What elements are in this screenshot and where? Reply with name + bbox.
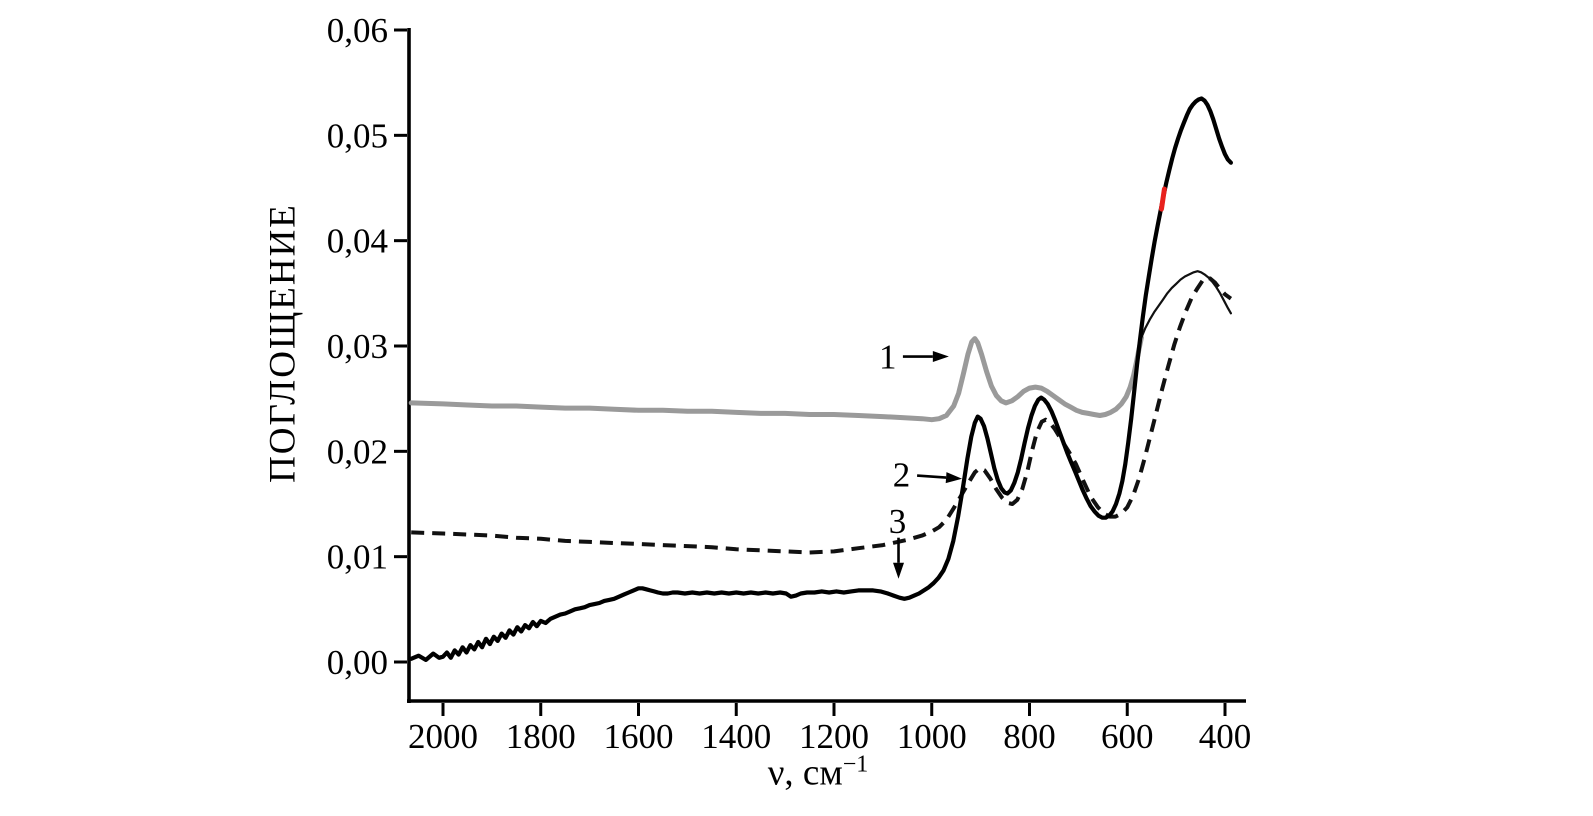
x-tick-label: 1600 <box>604 717 674 756</box>
series-1-curve <box>408 335 1144 423</box>
x-tick-label: 800 <box>1003 717 1056 756</box>
y-tick-label: 0,03 <box>327 327 388 366</box>
x-tick-label: 1000 <box>897 717 967 756</box>
y-tick-label: 0,06 <box>327 11 388 50</box>
annotation-2-label: 2 <box>893 456 911 495</box>
series-3-curve <box>409 96 1234 663</box>
x-axis-title-superscript: −1 <box>842 751 869 778</box>
annotation-2-arrow-head <box>945 472 963 484</box>
x-tick-label: 1200 <box>799 717 869 756</box>
x-tick-label: 1800 <box>506 717 576 756</box>
y-tick-label: 0,00 <box>327 643 388 682</box>
x-tick-label: 400 <box>1199 717 1252 756</box>
y-tick-label: 0,04 <box>327 222 388 261</box>
annotation-2: 2 <box>893 456 963 495</box>
annotation-1-arrow-head <box>932 351 949 363</box>
annotation-1-label: 1 <box>879 338 897 377</box>
x-tick-label: 1400 <box>701 717 771 756</box>
series-2-curve <box>411 275 1233 555</box>
y-axis-ticks: 0,00 0,01 0,02 0,03 0,04 0,05 0,06 <box>327 11 407 682</box>
annotation-3: 3 <box>889 502 907 579</box>
x-tick-label: 2000 <box>408 717 478 756</box>
y-tick-label: 0,01 <box>327 538 388 577</box>
x-axis-ticks: 2000 1800 1600 1400 1200 1000 800 600 400 <box>408 703 1251 756</box>
annotation-2-arrow-line <box>916 474 947 479</box>
y-tick-label: 0,02 <box>327 432 388 471</box>
annotation-1: 1 <box>879 338 949 377</box>
red-mark <box>1158 186 1167 212</box>
annotation-3-arrow-head <box>893 562 905 579</box>
x-axis-title-main: ν, см <box>767 752 843 794</box>
series-1-thin-continuation-curve <box>1140 270 1233 339</box>
x-tick-label: 600 <box>1101 717 1154 756</box>
annotation-3-label: 3 <box>889 502 907 541</box>
y-axis-title: ПОГЛОЩЕНИЕ <box>262 203 304 483</box>
y-tick-label: 0,05 <box>327 116 388 155</box>
x-axis-title: ν, см−1 <box>768 751 869 794</box>
